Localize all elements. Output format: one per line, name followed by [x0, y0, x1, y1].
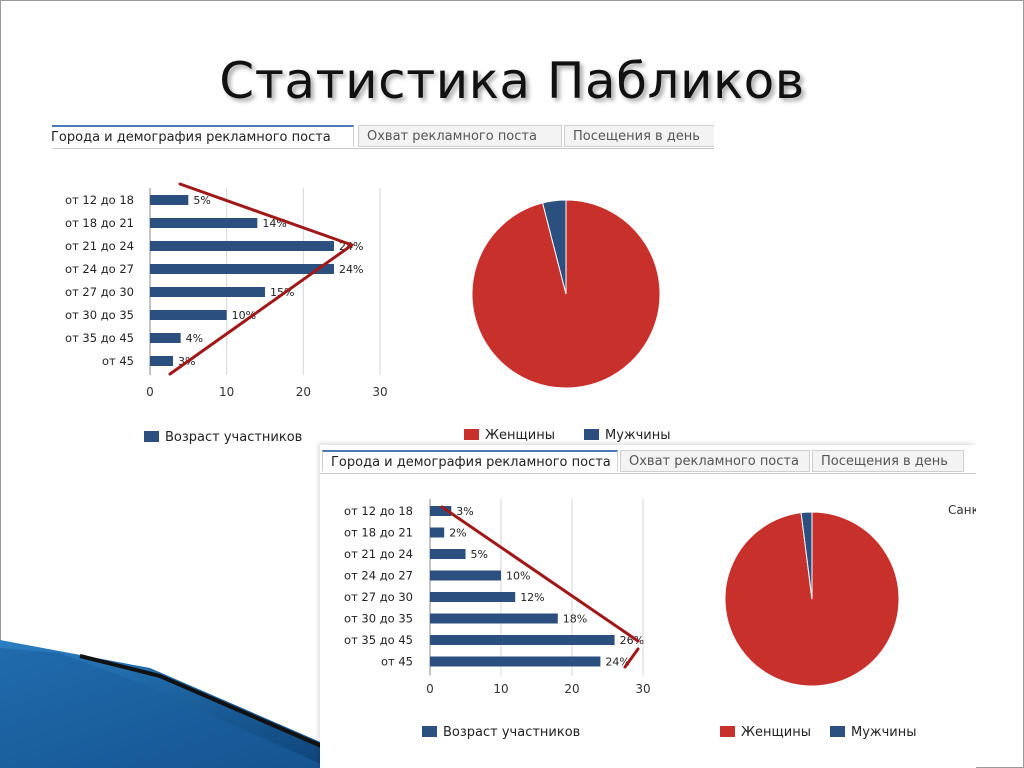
legend-swatch-women [464, 429, 479, 440]
category-label: от 21 до 24 [344, 547, 413, 561]
panel-2-tab-daily-visits[interactable]: Посещения в день [812, 450, 964, 472]
category-label: от 30 до 35 [65, 308, 134, 322]
legend-swatch-women [720, 726, 735, 737]
bar [430, 506, 452, 516]
category-label: от 45 [381, 655, 413, 669]
pie-slice-men [800, 511, 813, 600]
bar [150, 333, 181, 343]
x-tick-label: 10 [219, 385, 234, 399]
data-label: 26% [620, 634, 644, 647]
bar [150, 287, 265, 297]
panel-1-tab-bar: Города и демография рекламного поста Охв… [52, 120, 714, 149]
panel-2-tab-bar: Города и демография рекламного поста Охв… [320, 445, 976, 474]
legend-swatch-men [830, 726, 845, 737]
data-label: 5% [193, 194, 210, 207]
panel-1-legend-men: Мужчины [584, 428, 671, 443]
bar [150, 310, 227, 320]
category-label: от 12 до 18 [65, 193, 134, 207]
panel-1: Города и демография рекламного поста Охв… [52, 120, 714, 470]
bar [430, 613, 558, 624]
legend-label-women: Женщины [741, 725, 811, 740]
data-label: 2% [449, 527, 466, 540]
panel-2-tab-post-reach[interactable]: Охват рекламного поста [620, 450, 810, 472]
bar [150, 356, 173, 366]
panel-2-truncated-city-label: Санк [948, 503, 976, 517]
x-tick-label: 20 [296, 385, 311, 399]
category-label: от 24 до 27 [344, 569, 413, 583]
panel-2-legend-age: Возраст участников [422, 725, 580, 740]
category-label: от 18 до 21 [65, 216, 134, 230]
x-tick-label: 10 [493, 682, 508, 696]
data-label: 24% [339, 263, 363, 276]
category-label: от 30 до 35 [344, 612, 413, 626]
x-tick-label: 30 [372, 385, 387, 399]
category-label: от 35 до 45 [65, 331, 134, 345]
panel-1-tab-post-reach[interactable]: Охват рекламного поста [358, 125, 562, 147]
x-tick-label: 0 [426, 682, 434, 696]
category-label: от 18 до 21 [344, 526, 413, 540]
legend-label-age: Возраст участников [443, 725, 581, 740]
legend-swatch-age [422, 726, 437, 737]
bar [150, 264, 334, 274]
x-tick-label: 30 [635, 682, 650, 696]
bar [430, 570, 501, 581]
panel-2-legend-women: Женщины [720, 725, 811, 740]
data-label: 10% [506, 570, 530, 583]
category-label: от 35 до 45 [344, 633, 413, 647]
decorative-accent-wave [0, 640, 380, 768]
category-label: от 27 до 30 [344, 590, 413, 604]
panel-2-tab-cities-demography[interactable]: Города и демография рекламного поста [322, 450, 618, 472]
bar [150, 241, 334, 251]
panel-1-legend-women: Женщины [464, 428, 555, 443]
trend-annotation-line [168, 182, 354, 376]
bar [430, 549, 466, 559]
data-label: 4% [186, 332, 203, 345]
data-label: 24% [605, 656, 629, 669]
legend-label-men: Мужчины [851, 725, 917, 740]
bar [150, 218, 258, 228]
legend-swatch-age [144, 431, 159, 442]
x-tick-label: 0 [146, 385, 154, 399]
category-label: от 12 до 18 [344, 504, 413, 518]
panel-2-legend-men: Мужчины [830, 725, 917, 740]
panel-1-tab-daily-visits[interactable]: Посещения в день [564, 125, 714, 147]
category-label: от 21 до 24 [65, 239, 134, 253]
pie-slice-men [542, 199, 567, 295]
x-tick-label: 20 [564, 682, 579, 696]
bar [430, 527, 445, 538]
panel-2: Города и демография рекламного поста Охв… [320, 445, 976, 768]
category-label: от 24 до 27 [65, 262, 134, 276]
category-label: от 27 до 30 [65, 285, 134, 299]
panel-2-chart-area: 0 10 20 30 от 12 до 18 3% от 18 до 21 2% от 21 д… [344, 499, 900, 696]
bar [430, 635, 615, 645]
legend-label-men: Мужчины [605, 428, 671, 443]
bar [430, 592, 516, 602]
legend-label-women: Женщины [485, 428, 555, 443]
trend-annotation-line [440, 505, 640, 643]
data-label: 5% [471, 548, 488, 561]
legend-swatch-men [584, 429, 599, 440]
data-label: 12% [520, 591, 544, 604]
bar [430, 656, 601, 667]
category-label: от 45 [102, 354, 134, 368]
panel-1-tab-cities-demography[interactable]: Города и демография рекламного поста [52, 125, 354, 147]
data-label: 18% [563, 613, 587, 626]
trend-annotation-line [623, 647, 640, 669]
panel-1-legend-age: Возраст участников [144, 430, 302, 445]
slide-title: Статистика Пабликов [219, 52, 805, 110]
data-label: 3% [456, 505, 473, 518]
legend-label-age: Возраст участников [165, 430, 303, 445]
bar [150, 195, 189, 205]
